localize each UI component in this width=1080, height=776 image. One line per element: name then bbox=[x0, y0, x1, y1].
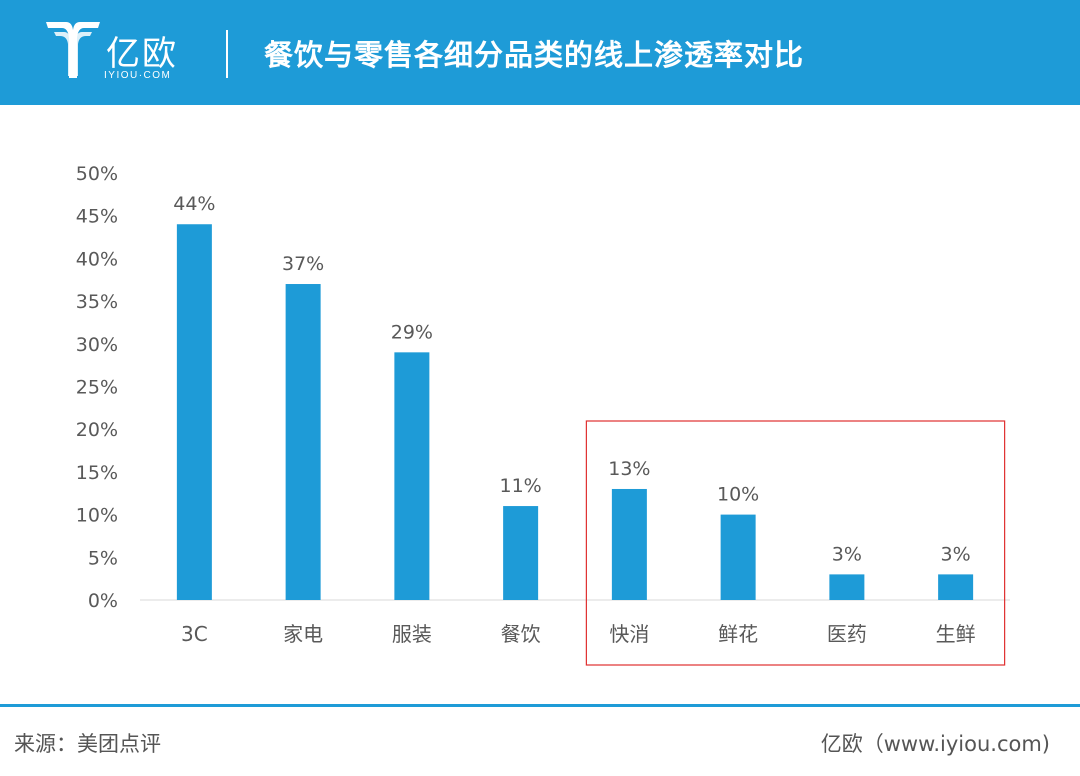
y-tick-label: 0% bbox=[88, 590, 118, 612]
y-tick-label: 40% bbox=[76, 248, 118, 270]
highlight-box bbox=[585, 420, 1006, 666]
data-label: 3% bbox=[832, 543, 862, 565]
data-label: 29% bbox=[391, 321, 433, 343]
category-label: 家电 bbox=[283, 622, 323, 646]
bar bbox=[611, 488, 647, 600]
credit-note: 亿欧（www.iyiou.com) bbox=[820, 732, 1050, 756]
y-tick-label: 45% bbox=[76, 206, 118, 228]
category-label: 服装 bbox=[392, 622, 432, 646]
y-tick-label: 30% bbox=[76, 334, 118, 356]
y-tick-label: 20% bbox=[76, 419, 118, 441]
bar bbox=[829, 574, 865, 600]
category-label: 鲜花 bbox=[718, 622, 758, 646]
y-tick-label: 25% bbox=[76, 377, 118, 399]
bar bbox=[285, 284, 321, 600]
bar-chart: 0% 5% 10% 15% 20% 25% 30% 35% 40% 45% 50% 44% 3C 37% 家… bbox=[76, 163, 1010, 666]
bar bbox=[176, 224, 212, 601]
y-tick-label: 50% bbox=[76, 163, 118, 185]
data-label: 10% bbox=[717, 484, 759, 506]
logo-text: 亿欧 bbox=[106, 34, 178, 74]
bar bbox=[720, 514, 756, 600]
y-tick-label: 15% bbox=[76, 462, 118, 484]
data-label: 44% bbox=[173, 193, 215, 215]
bar bbox=[503, 506, 539, 600]
footer-divider bbox=[0, 704, 1080, 707]
y-tick-label: 5% bbox=[88, 547, 118, 569]
category-label: 餐饮 bbox=[501, 622, 541, 646]
page-title: 餐饮与零售各细分品类的线上渗透率对比 bbox=[264, 38, 805, 72]
logo-domain-text: IYIOU·COM bbox=[104, 70, 172, 81]
bar bbox=[394, 352, 430, 600]
y-tick-label: 35% bbox=[76, 291, 118, 313]
header-bar: 亿欧 IYIOU·COM 餐饮与零售各细分品类的线上渗透率对比 bbox=[0, 0, 1080, 105]
data-label: 37% bbox=[282, 253, 324, 275]
category-label: 快消 bbox=[609, 622, 649, 646]
header-divider bbox=[226, 30, 228, 78]
source-note: 来源：美团点评 bbox=[14, 732, 161, 756]
category-label: 生鲜 bbox=[936, 622, 976, 646]
category-label: 3C bbox=[181, 622, 208, 646]
category-label: 医药 bbox=[827, 622, 867, 646]
y-tick-label: 10% bbox=[76, 505, 118, 527]
yiou-logo-icon bbox=[46, 22, 100, 78]
data-label: 13% bbox=[608, 458, 650, 480]
bar bbox=[938, 574, 974, 600]
data-label: 3% bbox=[941, 543, 971, 565]
data-label: 11% bbox=[500, 475, 542, 497]
